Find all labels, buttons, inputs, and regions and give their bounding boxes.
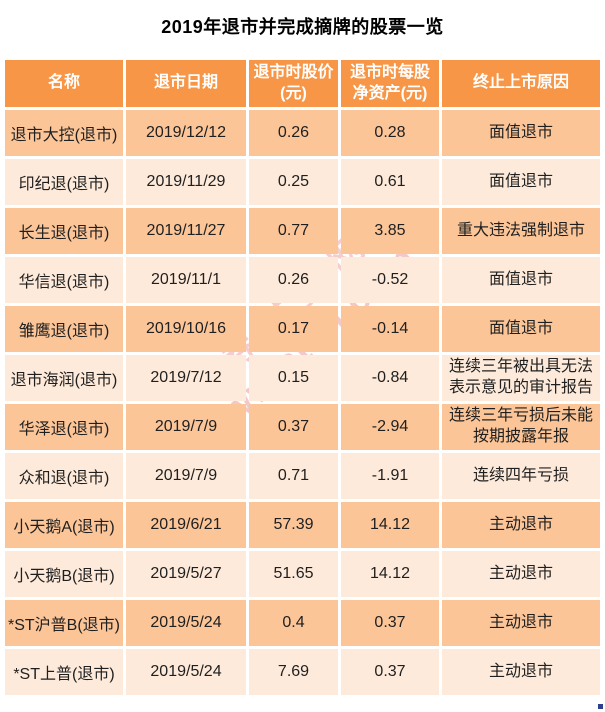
table-row: *ST上普(退市) 2019/5/24 7.69 0.37 主动退市 — [5, 649, 600, 695]
table-row: 退市海润(退市) 2019/7/12 0.15 -0.84 连续三年被出具无法表… — [5, 355, 600, 401]
table-row: 华泽退(退市) 2019/7/9 0.37 -2.94 连续三年亏损后未能按期披… — [5, 404, 600, 450]
selection-handle-mark — [598, 704, 603, 709]
nav-cell: 0.61 — [341, 159, 439, 205]
stock-name-cell: 华泽退(退市) — [5, 404, 123, 450]
reason-cell: 主动退市 — [442, 600, 600, 646]
delist-date-cell: 2019/11/27 — [126, 208, 246, 254]
reason-cell: 面值退市 — [442, 306, 600, 352]
col-header-price: 退市时股价(元) — [249, 60, 338, 107]
price-cell: 57.39 — [249, 502, 338, 548]
stock-name-cell: 众和退(退市) — [5, 453, 123, 499]
nav-cell: 0.37 — [341, 600, 439, 646]
price-cell: 7.69 — [249, 649, 338, 695]
stock-name-cell: *ST沪普B(退市) — [5, 600, 123, 646]
delist-date-cell: 2019/12/12 — [126, 110, 246, 156]
delist-date-cell: 2019/7/12 — [126, 355, 246, 401]
reason-cell: 连续三年被出具无法表示意见的审计报告 — [442, 355, 600, 401]
nav-cell: -2.94 — [341, 404, 439, 450]
price-cell: 0.26 — [249, 110, 338, 156]
nav-cell: -0.84 — [341, 355, 439, 401]
delisted-stocks-table: 名称 退市日期 退市时股价(元) 退市时每股净资产(元) 终止上市原因 退市大控… — [2, 57, 603, 698]
table-row: 众和退(退市) 2019/7/9 0.71 -1.91 连续四年亏损 — [5, 453, 600, 499]
nav-cell: 14.12 — [341, 502, 439, 548]
price-cell: 0.4 — [249, 600, 338, 646]
delist-date-cell: 2019/11/29 — [126, 159, 246, 205]
stock-name-cell: 退市大控(退市) — [5, 110, 123, 156]
nav-cell: 3.85 — [341, 208, 439, 254]
nav-cell: 0.37 — [341, 649, 439, 695]
price-cell: 0.25 — [249, 159, 338, 205]
reason-cell: 面值退市 — [442, 110, 600, 156]
reason-cell: 主动退市 — [442, 502, 600, 548]
table-row: 小天鹅B(退市) 2019/5/27 51.65 14.12 主动退市 — [5, 551, 600, 597]
nav-cell: -1.91 — [341, 453, 439, 499]
price-cell: 0.71 — [249, 453, 338, 499]
delist-date-cell: 2019/5/24 — [126, 649, 246, 695]
table-row: 雏鹰退(退市) 2019/10/16 0.17 -0.14 面值退市 — [5, 306, 600, 352]
stock-name-cell: 华信退(退市) — [5, 257, 123, 303]
reason-cell: 主动退市 — [442, 649, 600, 695]
nav-cell: 14.12 — [341, 551, 439, 597]
delist-date-cell: 2019/6/21 — [126, 502, 246, 548]
table-row: 退市大控(退市) 2019/12/12 0.26 0.28 面值退市 — [5, 110, 600, 156]
price-cell: 0.26 — [249, 257, 338, 303]
reason-cell: 主动退市 — [442, 551, 600, 597]
page-title: 2019年退市并完成摘牌的股票一览 — [161, 17, 444, 37]
nav-cell: -0.52 — [341, 257, 439, 303]
delist-date-cell: 2019/5/24 — [126, 600, 246, 646]
delist-date-cell: 2019/10/16 — [126, 306, 246, 352]
header-row: 名称 退市日期 退市时股价(元) 退市时每股净资产(元) 终止上市原因 — [5, 60, 600, 107]
stock-name-cell: *ST上普(退市) — [5, 649, 123, 695]
stock-name-cell: 小天鹅B(退市) — [5, 551, 123, 597]
table-row: 长生退(退市) 2019/11/27 0.77 3.85 重大违法强制退市 — [5, 208, 600, 254]
table-row: 印纪退(退市) 2019/11/29 0.25 0.61 面值退市 — [5, 159, 600, 205]
nav-cell: 0.28 — [341, 110, 439, 156]
price-cell: 0.77 — [249, 208, 338, 254]
stock-name-cell: 印纪退(退市) — [5, 159, 123, 205]
reason-cell: 面值退市 — [442, 159, 600, 205]
col-header-reason: 终止上市原因 — [442, 60, 600, 107]
delist-date-cell: 2019/7/9 — [126, 404, 246, 450]
table-row: *ST沪普B(退市) 2019/5/24 0.4 0.37 主动退市 — [5, 600, 600, 646]
delist-date-cell: 2019/5/27 — [126, 551, 246, 597]
reason-cell: 面值退市 — [442, 257, 600, 303]
table-row: 小天鹅A(退市) 2019/6/21 57.39 14.12 主动退市 — [5, 502, 600, 548]
reason-cell: 重大违法强制退市 — [442, 208, 600, 254]
price-cell: 0.37 — [249, 404, 338, 450]
reason-cell: 连续三年亏损后未能按期披露年报 — [442, 404, 600, 450]
col-header-name: 名称 — [5, 60, 123, 107]
delist-date-cell: 2019/7/9 — [126, 453, 246, 499]
price-cell: 51.65 — [249, 551, 338, 597]
col-header-nav: 退市时每股净资产(元) — [341, 60, 439, 107]
stock-name-cell: 小天鹅A(退市) — [5, 502, 123, 548]
col-header-date: 退市日期 — [126, 60, 246, 107]
price-cell: 0.15 — [249, 355, 338, 401]
price-cell: 0.17 — [249, 306, 338, 352]
table-row: 华信退(退市) 2019/11/1 0.26 -0.52 面值退市 — [5, 257, 600, 303]
stock-name-cell: 退市海润(退市) — [5, 355, 123, 401]
stock-name-cell: 雏鹰退(退市) — [5, 306, 123, 352]
delist-date-cell: 2019/11/1 — [126, 257, 246, 303]
nav-cell: -0.14 — [341, 306, 439, 352]
delisted-stocks-table-wrap: 名称 退市日期 退市时股价(元) 退市时每股净资产(元) 终止上市原因 退市大控… — [2, 57, 603, 698]
reason-cell: 连续四年亏损 — [442, 453, 600, 499]
stock-name-cell: 长生退(退市) — [5, 208, 123, 254]
